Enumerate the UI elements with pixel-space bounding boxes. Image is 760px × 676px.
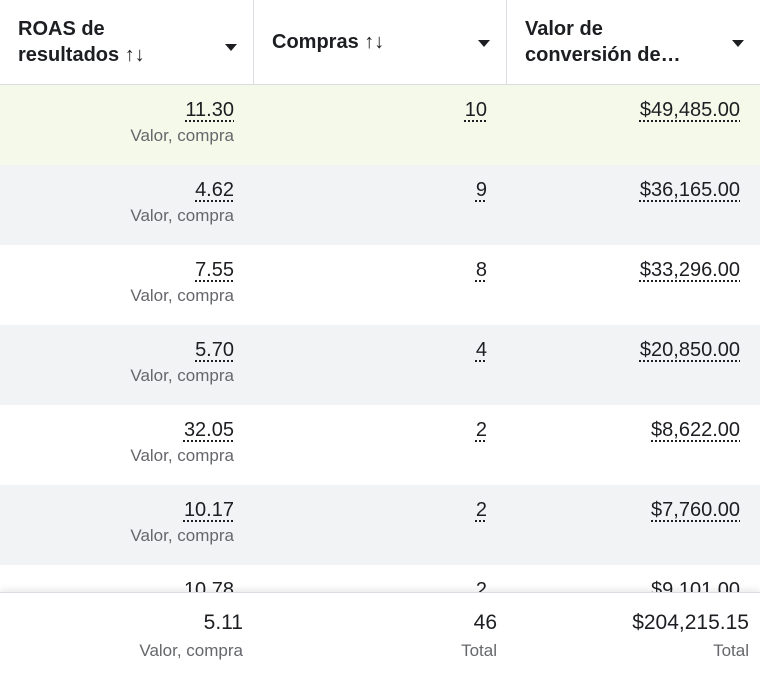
table-body[interactable]: 11.30 Valor, compra 10 $49,485.00 4.62 V… [0,85,760,592]
table-row[interactable]: 10.17 Valor, compra 2 $7,760.00 [0,485,760,565]
valor-cell: $36,165.00 [507,165,760,245]
roas-value[interactable]: 5.70 [195,339,234,361]
roas-value[interactable]: 10.78 [183,579,234,592]
compras-value[interactable]: 2 [475,419,487,441]
roas-sublabel: Valor, compra [130,286,234,305]
roas-cell: 10.17 Valor, compra [0,485,254,565]
valor-value[interactable]: $49,485.00 [639,99,740,121]
compras-cell: 2 [254,405,507,485]
roas-total-sublabel: Valor, compra [139,641,243,660]
compras-value[interactable]: 4 [475,339,487,361]
valor-cell: $9,101.00 [507,565,760,592]
roas-value[interactable]: 32.05 [183,419,234,441]
valor-value[interactable]: $8,622.00 [651,419,740,441]
roas-sublabel: Valor, compra [130,526,234,545]
compras-value[interactable]: 2 [475,579,487,592]
roas-value[interactable]: 10.17 [183,499,234,521]
roas-total-cell: 5.11 Valor, compra [0,593,254,676]
valor-value[interactable]: $9,101.00 [651,579,740,592]
valor-value[interactable]: $36,165.00 [639,179,740,201]
roas-value[interactable]: 4.62 [195,179,234,201]
table-row[interactable]: 5.70 Valor, compra 4 $20,850.00 [0,325,760,405]
valor-total-cell: $204,215.15 Total [507,593,760,676]
valor-cell: $7,760.00 [507,485,760,565]
compras-value[interactable]: 8 [475,259,487,281]
roas-cell: 7.55 Valor, compra [0,245,254,325]
roas-cell: 10.78 [0,565,254,592]
compras-total-cell: 46 Total [254,593,507,676]
compras-value[interactable]: 9 [475,179,487,201]
compras-cell: 10 [254,85,507,165]
valor-total-value: $204,215.15 [632,611,749,634]
compras-cell: 2 [254,565,507,592]
compras-value[interactable]: 2 [475,499,487,521]
table-row[interactable]: 32.05 Valor, compra 2 $8,622.00 [0,405,760,485]
valor-value[interactable]: $20,850.00 [639,339,740,361]
compras-total-value: 46 [473,611,497,634]
roas-sublabel: Valor, compra [130,126,234,145]
compras-value[interactable]: 10 [464,99,487,121]
compras-cell: 8 [254,245,507,325]
roas-cell: 32.05 Valor, compra [0,405,254,485]
roas-sublabel: Valor, compra [130,446,234,465]
compras-total-sublabel: Total [461,641,497,660]
roas-cell: 11.30 Valor, compra [0,85,254,165]
roas-value[interactable]: 7.55 [195,259,234,281]
roas-sublabel: Valor, compra [130,206,234,225]
valor-cell: $8,622.00 [507,405,760,485]
compras-cell: 2 [254,485,507,565]
roas-total-value: 5.11 [203,611,243,634]
compras-cell: 9 [254,165,507,245]
roas-sublabel: Valor, compra [130,366,234,385]
table-row[interactable]: 11.30 Valor, compra 10 $49,485.00 [0,85,760,165]
table-footer-totals: 5.11 Valor, compra 46 Total $204,215.15 … [0,592,760,676]
valor-cell: $20,850.00 [507,325,760,405]
column-header-label: Compras ↑↓ [272,31,385,53]
roas-value[interactable]: 11.30 [185,99,234,121]
column-header-valor[interactable]: Valor de conversión de… [507,0,760,85]
valor-value[interactable]: $7,760.00 [651,499,740,521]
table-row[interactable]: 4.62 Valor, compra 9 $36,165.00 [0,165,760,245]
roas-cell: 5.70 Valor, compra [0,325,254,405]
table-row[interactable]: 7.55 Valor, compra 8 $33,296.00 [0,245,760,325]
valor-total-sublabel: Total [713,641,749,660]
roas-cell: 4.62 Valor, compra [0,165,254,245]
table-row[interactable]: 10.78 2 $9,101.00 [0,565,760,592]
chevron-down-icon[interactable] [478,40,490,47]
chevron-down-icon[interactable] [732,40,744,47]
valor-cell: $33,296.00 [507,245,760,325]
column-header-label: ROAS de resultados ↑↓ [18,18,145,66]
table-header: ROAS de resultados ↑↓ Compras ↑↓ Valor d… [0,0,760,85]
valor-cell: $49,485.00 [507,85,760,165]
column-header-roas[interactable]: ROAS de resultados ↑↓ [0,0,254,85]
column-header-label: Valor de conversión de… [525,18,681,66]
valor-value[interactable]: $33,296.00 [639,259,740,281]
column-header-compras[interactable]: Compras ↑↓ [254,0,507,85]
compras-cell: 4 [254,325,507,405]
chevron-down-icon[interactable] [225,44,237,51]
